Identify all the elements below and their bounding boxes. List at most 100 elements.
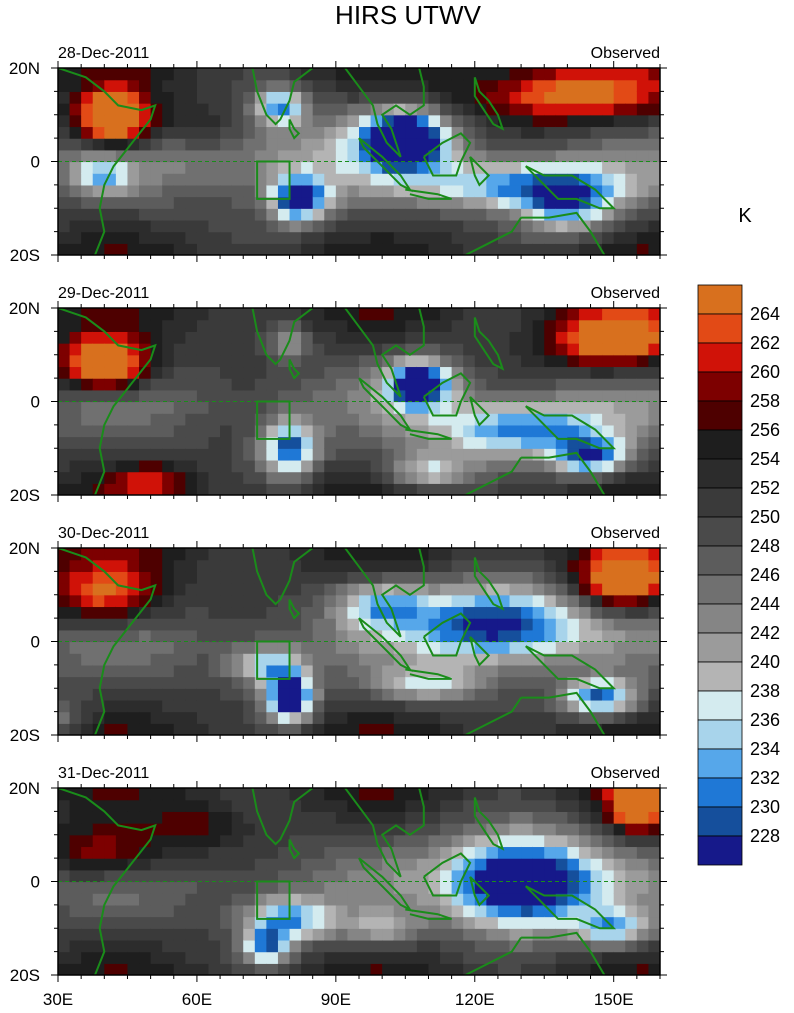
- field-cell: [602, 483, 615, 495]
- field-cell: [602, 594, 615, 608]
- field-cell: [243, 583, 256, 596]
- field-cell: [208, 459, 221, 473]
- field-cell: [243, 378, 256, 391]
- field-cell: [312, 916, 325, 929]
- field-cell: [115, 196, 129, 209]
- field-cell: [92, 68, 105, 81]
- field-cell: [69, 559, 82, 572]
- field-cell: [231, 893, 244, 906]
- coastline: [473, 317, 505, 371]
- field-cell: [544, 939, 557, 953]
- field-cell: [231, 138, 244, 151]
- field-cell: [555, 629, 568, 643]
- field-cell: [613, 629, 626, 643]
- coastline: [251, 308, 314, 366]
- field-cell: [104, 459, 117, 473]
- field-cell: [509, 471, 522, 484]
- field-cell: [173, 548, 186, 561]
- field-cell: [486, 559, 499, 572]
- field-cell: [440, 846, 453, 859]
- field-cell: [312, 413, 325, 426]
- field-cell: [139, 471, 152, 484]
- field-cell: [393, 308, 406, 321]
- field-cell: [521, 331, 534, 344]
- field-cell: [162, 483, 175, 495]
- field-cell: [590, 243, 603, 255]
- field-cell: [69, 459, 82, 473]
- field-cell: [463, 928, 476, 941]
- field-cell: [590, 79, 603, 92]
- field-cell: [220, 219, 233, 233]
- field-cell: [196, 559, 210, 572]
- colorbar-label: 234: [750, 739, 780, 759]
- field-cell: [382, 548, 395, 561]
- field-cell: [648, 389, 660, 403]
- field-cell: [277, 219, 291, 233]
- field-cell: [139, 483, 152, 495]
- field-cell: [231, 858, 244, 871]
- field-cell: [590, 448, 603, 461]
- field-cell: [463, 331, 476, 344]
- field-cell: [312, 459, 325, 473]
- field-cell: [625, 676, 638, 689]
- field-cell: [405, 483, 418, 495]
- field-cell: [428, 343, 441, 356]
- field-cell: [370, 208, 383, 221]
- panel-date-label: 30-Dec-2011: [58, 525, 149, 542]
- field-cell: [173, 688, 186, 701]
- field-cell: [150, 939, 163, 953]
- field-cell: [81, 319, 94, 332]
- field-cell: [602, 389, 615, 403]
- field-cell: [544, 149, 557, 163]
- field-cell: [115, 231, 129, 244]
- field-cell: [648, 904, 660, 918]
- field-cell: [648, 583, 660, 596]
- field-cell: [162, 916, 175, 929]
- field-cell: [486, 219, 499, 233]
- field-cell: [382, 951, 395, 964]
- field-cell: [104, 641, 117, 654]
- field-cell: [150, 904, 163, 918]
- field-cell: [266, 858, 279, 871]
- field-cell: [648, 149, 660, 163]
- field-cell: [150, 378, 163, 391]
- field-cell: [162, 354, 175, 368]
- field-cell: [451, 799, 464, 812]
- field-cell: [636, 68, 650, 81]
- field-cell: [416, 366, 430, 379]
- field-cell: [497, 331, 511, 344]
- field-cell: [497, 436, 511, 449]
- field-cell: [127, 196, 140, 209]
- field-cell: [359, 114, 372, 128]
- field-cell: [428, 319, 441, 332]
- field-cell: [648, 869, 660, 883]
- field-cell: [127, 79, 140, 92]
- field-cell: [162, 939, 175, 953]
- field-cell: [196, 231, 210, 244]
- field-cell: [474, 723, 487, 735]
- field-cell: [312, 699, 325, 713]
- field-cell: [92, 126, 105, 139]
- field-cell: [324, 606, 337, 619]
- field-cell: [544, 823, 557, 836]
- field-cell: [185, 571, 198, 584]
- field-cell: [208, 68, 221, 81]
- field-cell: [81, 184, 94, 198]
- field-cell: [648, 788, 660, 801]
- y-tick-label: 0: [31, 873, 40, 892]
- field-cell: [266, 366, 279, 379]
- field-cell: [602, 846, 615, 859]
- field-cell: [474, 788, 487, 801]
- field-cell: [162, 583, 175, 596]
- field-cell: [115, 881, 129, 894]
- field-cell: [92, 208, 105, 221]
- field-cell: [544, 196, 557, 209]
- field-cell: [115, 641, 129, 654]
- field-cell: [301, 471, 314, 484]
- field-cell: [648, 219, 660, 233]
- field-cell: [104, 963, 117, 975]
- field-cell: [555, 799, 568, 812]
- field-cell: [451, 378, 464, 391]
- field-cell: [405, 606, 418, 619]
- field-cell: [428, 459, 441, 473]
